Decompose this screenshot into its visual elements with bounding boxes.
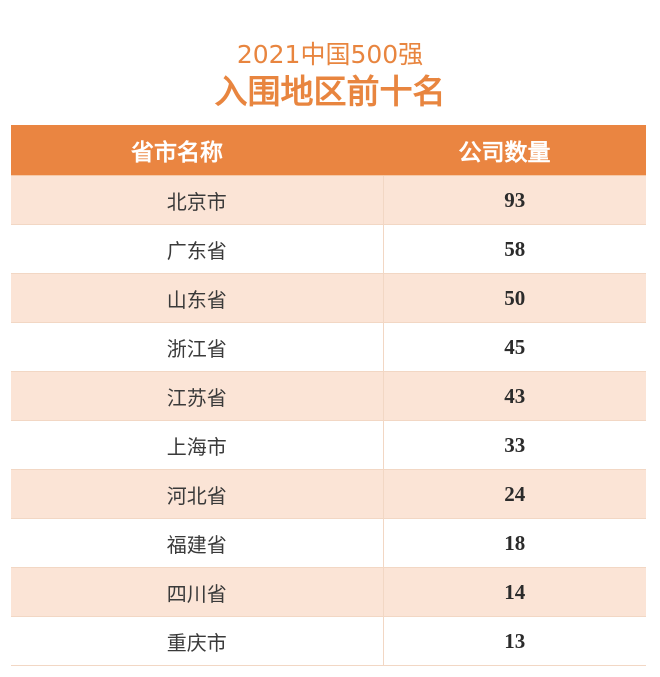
- company-count-cell: 33: [383, 420, 646, 470]
- region-name-cell: 河北省: [11, 469, 384, 519]
- page-title: 入围地区前十名: [214, 72, 446, 111]
- company-count-cell: 14: [383, 567, 646, 617]
- company-count-cell: 93: [383, 175, 646, 225]
- region-name-cell: 北京市: [11, 175, 384, 225]
- table-header-row: 省市名称 公司数量: [11, 125, 646, 176]
- column-header-company-count: 公司数量: [383, 125, 646, 176]
- region-name-cell: 浙江省: [11, 322, 384, 372]
- company-count-cell: 50: [383, 273, 646, 323]
- table-row: 福建省 18: [11, 518, 646, 568]
- title-block: 2021中国500强 入围地区前十名: [0, 40, 660, 112]
- region-name-cell: 江苏省: [11, 371, 384, 421]
- company-count-cell: 58: [383, 224, 646, 274]
- company-count-cell: 18: [383, 518, 646, 568]
- company-count-cell: 43: [383, 371, 646, 421]
- table-row: 浙江省 45: [11, 322, 646, 372]
- region-name-cell: 重庆市: [11, 616, 384, 666]
- table-row: 河北省 24: [11, 469, 646, 519]
- table-row: 重庆市 13: [11, 616, 646, 666]
- table-row: 四川省 14: [11, 567, 646, 617]
- region-name-cell: 福建省: [11, 518, 384, 568]
- company-count-cell: 13: [383, 616, 646, 666]
- company-count-cell: 45: [383, 322, 646, 372]
- region-name-cell: 四川省: [11, 567, 384, 617]
- region-name-cell: 广东省: [11, 224, 384, 274]
- table-row: 广东省 58: [11, 224, 646, 274]
- ranking-table: 省市名称 公司数量 北京市 93 广东省 58 山东省 50 浙江省 45 江苏…: [11, 125, 646, 666]
- table-row: 山东省 50: [11, 273, 646, 323]
- column-header-region: 省市名称: [11, 125, 383, 176]
- region-name-cell: 上海市: [11, 420, 384, 470]
- table-row: 北京市 93: [11, 175, 646, 225]
- table-row: 上海市 33: [11, 420, 646, 470]
- page-subtitle: 2021中国500强: [236, 40, 424, 69]
- table-row: 江苏省 43: [11, 371, 646, 421]
- company-count-cell: 24: [383, 469, 646, 519]
- region-name-cell: 山东省: [11, 273, 384, 323]
